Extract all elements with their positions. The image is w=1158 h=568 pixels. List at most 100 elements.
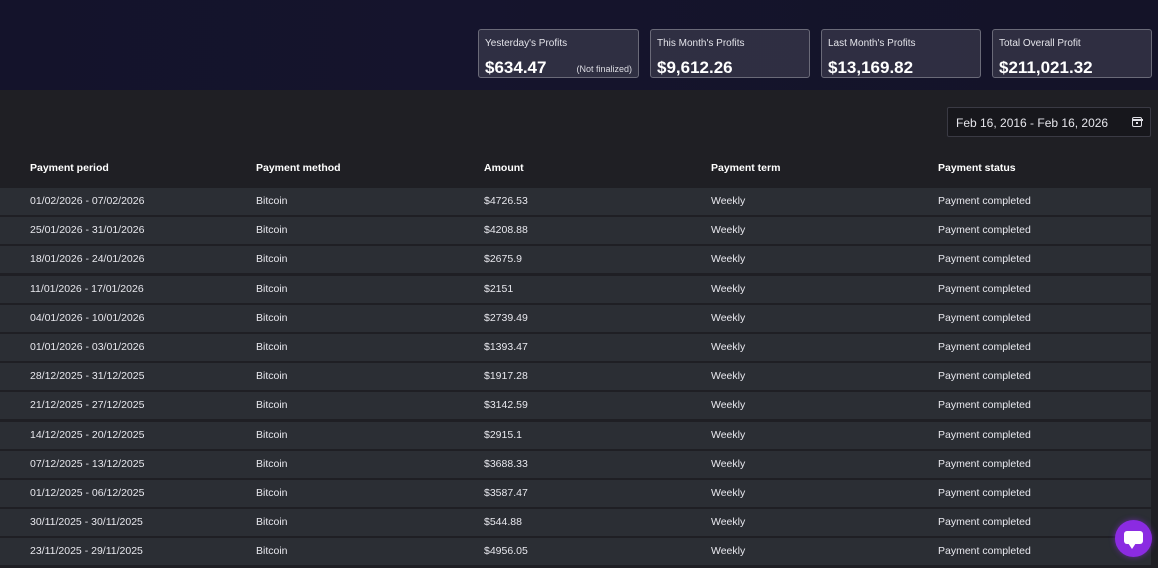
stat-label: Last Month's Profits <box>828 38 916 49</box>
cell-payment-period: 01/12/2025 - 06/12/2025 <box>30 486 145 499</box>
cell-payment-method: Bitcoin <box>256 457 288 470</box>
table-row: 11/01/2026 - 17/01/2026 Bitcoin $2151 Weekl… <box>0 275 1151 303</box>
stat-card-total: Total Overall Profit $211,021.32 <box>992 29 1152 78</box>
cell-payment-method: Bitcoin <box>256 399 288 412</box>
cell-payment-method: Bitcoin <box>256 545 288 558</box>
cell-amount: $4956.05 <box>484 545 528 558</box>
stat-value: $634.47 <box>485 58 547 77</box>
table-row: 01/02/2026 - 07/02/2026 Bitcoin $4726.53 We… <box>0 188 1151 215</box>
table-row: 01/01/2026 - 03/01/2026 Bitcoin $1393.47 We… <box>0 333 1151 361</box>
stat-note: (Not finalized) <box>576 64 632 74</box>
cell-payment-status: Payment completed <box>938 399 1031 412</box>
header-payment-status: Payment status <box>938 162 1016 174</box>
cell-payment-period: 25/01/2026 - 31/01/2026 <box>30 224 145 237</box>
cell-payment-period: 18/01/2026 - 24/01/2026 <box>30 253 145 266</box>
cell-payment-period: 30/11/2025 - 30/11/2025 <box>30 516 143 529</box>
table-row: 07/12/2025 - 13/12/2025 Bitcoin $3688.33 We… <box>0 450 1151 478</box>
cell-amount: $544.88 <box>484 516 522 529</box>
cell-payment-status: Payment completed <box>938 486 1031 499</box>
header-payment-period: Payment period <box>30 162 109 174</box>
cell-amount: $2739.49 <box>484 311 528 324</box>
calendar-icon[interactable] <box>1131 117 1143 127</box>
stat-label: Total Overall Profit <box>999 38 1081 49</box>
cell-payment-term: Weekly <box>711 311 746 324</box>
stat-card-this-month: This Month's Profits $9,612.26 <box>650 29 810 78</box>
cell-payment-method: Bitcoin <box>256 370 288 383</box>
cell-payment-method: Bitcoin <box>256 282 288 295</box>
cell-payment-method: Bitcoin <box>256 253 288 266</box>
cell-payment-status: Payment completed <box>938 370 1031 383</box>
table-row: 23/11/2025 - 29/11/2025 Bitcoin $4956.05 We… <box>0 538 1151 566</box>
cell-payment-status: Payment completed <box>938 545 1031 558</box>
cell-payment-term: Weekly <box>711 340 746 353</box>
cell-payment-status: Payment completed <box>938 457 1031 470</box>
cell-payment-term: Weekly <box>711 253 746 266</box>
cell-payment-term: Weekly <box>711 486 746 499</box>
cell-payment-term: Weekly <box>711 399 746 412</box>
stat-label: Yesterday's Profits <box>485 38 568 49</box>
cell-amount: $4208.88 <box>484 224 528 237</box>
cell-payment-period: 07/12/2025 - 13/12/2025 <box>30 457 145 470</box>
cell-payment-method: Bitcoin <box>256 340 288 353</box>
stat-value: $13,169.82 <box>828 58 914 77</box>
cell-payment-period: 14/12/2025 - 20/12/2025 <box>30 428 145 441</box>
cell-payment-method: Bitcoin <box>256 195 288 207</box>
cell-payment-period: 21/12/2025 - 27/12/2025 <box>30 399 145 412</box>
cell-payment-method: Bitcoin <box>256 311 288 324</box>
cell-payment-method: Bitcoin <box>256 224 288 237</box>
chat-button[interactable] <box>1115 520 1152 557</box>
cell-amount: $1917.28 <box>484 370 528 383</box>
header-amount: Amount <box>484 162 524 174</box>
stat-card-last-month: Last Month's Profits $13,169.82 <box>821 29 981 78</box>
cell-payment-term: Weekly <box>711 195 746 207</box>
cell-payment-period: 23/11/2025 - 29/11/2025 <box>30 545 143 558</box>
stat-value: $9,612.26 <box>657 58 733 77</box>
cell-amount: $3587.47 <box>484 486 528 499</box>
cell-payment-period: 01/02/2026 - 07/02/2026 <box>30 195 145 207</box>
table-row: 21/12/2025 - 27/12/2025 Bitcoin $3142.59 We… <box>0 392 1151 420</box>
cell-payment-status: Payment completed <box>938 311 1031 324</box>
table-body: 01/02/2026 - 07/02/2026 Bitcoin $4726.53 We… <box>0 188 1151 567</box>
cell-payment-term: Weekly <box>711 428 746 441</box>
table-header: Payment period Payment method Amount Pay… <box>0 156 1151 180</box>
header-payment-term: Payment term <box>711 162 781 174</box>
cell-payment-status: Payment completed <box>938 253 1031 266</box>
cell-amount: $4726.53 <box>484 195 528 207</box>
cell-payment-method: Bitcoin <box>256 486 288 499</box>
stat-card-yesterday: Yesterday's Profits $634.47 (Not finaliz… <box>478 29 639 78</box>
header-payment-method: Payment method <box>256 162 341 174</box>
cell-payment-term: Weekly <box>711 516 746 529</box>
date-range-picker[interactable]: Feb 16, 2016 - Feb 16, 2026 <box>947 107 1151 137</box>
table-row: 28/12/2025 - 31/12/2025 Bitcoin $1917.28 We… <box>0 363 1151 391</box>
cell-payment-status: Payment completed <box>938 282 1031 295</box>
cell-payment-method: Bitcoin <box>256 428 288 441</box>
cell-amount: $2915.1 <box>484 428 522 441</box>
table-row: 01/12/2025 - 06/12/2025 Bitcoin $3587.47 We… <box>0 479 1151 507</box>
table-row: 04/01/2026 - 10/01/2026 Bitcoin $2739.49 We… <box>0 304 1151 332</box>
cell-payment-status: Payment completed <box>938 224 1031 237</box>
table-row: 14/12/2025 - 20/12/2025 Bitcoin $2915.1 Wee… <box>0 421 1151 449</box>
cell-amount: $2675.9 <box>484 253 522 266</box>
cell-payment-term: Weekly <box>711 282 746 295</box>
cell-payment-method: Bitcoin <box>256 516 288 529</box>
cell-payment-period: 04/01/2026 - 10/01/2026 <box>30 311 145 324</box>
chat-bubble-icon <box>1124 531 1143 549</box>
table-row: 18/01/2026 - 24/01/2026 Bitcoin $2675.9 Wee… <box>0 246 1151 274</box>
table-row: 30/11/2025 - 30/11/2025 Bitcoin $544.88 Wee… <box>0 509 1151 537</box>
cell-payment-term: Weekly <box>711 224 746 237</box>
table-row: 25/01/2026 - 31/01/2026 Bitcoin $4208.88 We… <box>0 217 1151 245</box>
cell-payment-period: 28/12/2025 - 31/12/2025 <box>30 370 145 383</box>
cell-payment-term: Weekly <box>711 370 746 383</box>
stat-value: $211,021.32 <box>999 58 1093 77</box>
cell-amount: $3142.59 <box>484 399 528 412</box>
cell-amount: $3688.33 <box>484 457 528 470</box>
cell-payment-status: Payment completed <box>938 195 1031 207</box>
stat-label: This Month's Profits <box>657 38 745 49</box>
cell-payment-status: Payment completed <box>938 516 1031 529</box>
date-range-text: Feb 16, 2016 - Feb 16, 2026 <box>956 116 1109 130</box>
cell-payment-status: Payment completed <box>938 340 1031 353</box>
cell-payment-term: Weekly <box>711 457 746 470</box>
cell-payment-period: 01/01/2026 - 03/01/2026 <box>30 340 145 353</box>
cell-amount: $1393.47 <box>484 340 528 353</box>
